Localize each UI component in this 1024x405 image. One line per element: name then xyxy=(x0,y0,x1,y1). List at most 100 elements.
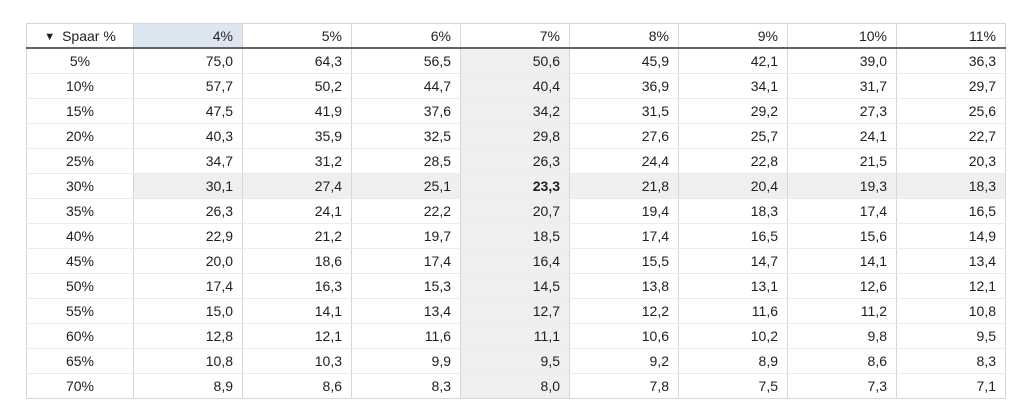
value-cell[interactable]: 14,5 xyxy=(460,273,570,299)
value-cell[interactable]: 10,2 xyxy=(678,323,788,349)
value-cell[interactable]: 42,1 xyxy=(678,48,788,74)
value-cell[interactable]: 36,3 xyxy=(896,48,1006,74)
value-cell[interactable]: 21,2 xyxy=(242,223,352,249)
value-cell[interactable]: 20,4 xyxy=(678,173,788,199)
value-cell[interactable]: 12,1 xyxy=(896,273,1006,299)
corner-header-cell[interactable]: ▼ Spaar % xyxy=(26,23,134,49)
value-cell[interactable]: 14,7 xyxy=(678,248,788,274)
value-cell[interactable]: 18,5 xyxy=(460,223,570,249)
row-header-45pct[interactable]: 45% xyxy=(26,248,134,274)
row-header-50pct[interactable]: 50% xyxy=(26,273,134,299)
column-header-7pct[interactable]: 7% xyxy=(460,23,570,49)
row-header-5pct[interactable]: 5% xyxy=(26,48,134,74)
row-header-40pct[interactable]: 40% xyxy=(26,223,134,249)
value-cell[interactable]: 32,5 xyxy=(351,123,461,149)
row-header-20pct[interactable]: 20% xyxy=(26,123,134,149)
value-cell[interactable]: 9,5 xyxy=(460,348,570,374)
value-cell[interactable]: 10,8 xyxy=(896,298,1006,324)
value-cell[interactable]: 50,6 xyxy=(460,48,570,74)
value-cell[interactable]: 8,9 xyxy=(133,373,243,399)
value-cell[interactable]: 24,1 xyxy=(787,123,897,149)
value-cell[interactable]: 12,1 xyxy=(242,323,352,349)
value-cell[interactable]: 41,9 xyxy=(242,98,352,124)
value-cell[interactable]: 7,1 xyxy=(896,373,1006,399)
value-cell[interactable]: 24,4 xyxy=(569,148,679,174)
value-cell[interactable]: 39,0 xyxy=(787,48,897,74)
row-header-70pct[interactable]: 70% xyxy=(26,373,134,399)
value-cell[interactable]: 26,3 xyxy=(460,148,570,174)
value-cell[interactable]: 10,3 xyxy=(242,348,352,374)
value-cell[interactable]: 20,3 xyxy=(896,148,1006,174)
value-cell[interactable]: 28,5 xyxy=(351,148,461,174)
value-cell[interactable]: 11,1 xyxy=(460,323,570,349)
column-header-8pct[interactable]: 8% xyxy=(569,23,679,49)
sort-triangle-icon[interactable]: ▼ xyxy=(44,30,56,43)
value-cell[interactable]: 23,3 xyxy=(460,173,570,199)
value-cell[interactable]: 20,0 xyxy=(133,248,243,274)
value-cell[interactable]: 12,7 xyxy=(460,298,570,324)
value-cell[interactable]: 7,5 xyxy=(678,373,788,399)
value-cell[interactable]: 17,4 xyxy=(351,248,461,274)
value-cell[interactable]: 16,4 xyxy=(460,248,570,274)
value-cell[interactable]: 8,0 xyxy=(460,373,570,399)
value-cell[interactable]: 34,7 xyxy=(133,148,243,174)
row-header-65pct[interactable]: 65% xyxy=(26,348,134,374)
value-cell[interactable]: 17,4 xyxy=(569,223,679,249)
row-header-55pct[interactable]: 55% xyxy=(26,298,134,324)
value-cell[interactable]: 9,2 xyxy=(569,348,679,374)
value-cell[interactable]: 24,1 xyxy=(242,198,352,224)
value-cell[interactable]: 50,2 xyxy=(242,73,352,99)
value-cell[interactable]: 20,7 xyxy=(460,198,570,224)
value-cell[interactable]: 18,6 xyxy=(242,248,352,274)
value-cell[interactable]: 15,6 xyxy=(787,223,897,249)
value-cell[interactable]: 17,4 xyxy=(787,198,897,224)
value-cell[interactable]: 34,1 xyxy=(678,73,788,99)
value-cell[interactable]: 56,5 xyxy=(351,48,461,74)
value-cell[interactable]: 11,6 xyxy=(678,298,788,324)
column-header-5pct[interactable]: 5% xyxy=(242,23,352,49)
value-cell[interactable]: 22,2 xyxy=(351,198,461,224)
value-cell[interactable]: 34,2 xyxy=(460,98,570,124)
value-cell[interactable]: 19,4 xyxy=(569,198,679,224)
value-cell[interactable]: 31,5 xyxy=(569,98,679,124)
value-cell[interactable]: 47,5 xyxy=(133,98,243,124)
value-cell[interactable]: 21,5 xyxy=(787,148,897,174)
value-cell[interactable]: 31,7 xyxy=(787,73,897,99)
value-cell[interactable]: 15,5 xyxy=(569,248,679,274)
value-cell[interactable]: 13,4 xyxy=(351,298,461,324)
value-cell[interactable]: 27,6 xyxy=(569,123,679,149)
value-cell[interactable]: 29,7 xyxy=(896,73,1006,99)
value-cell[interactable]: 12,6 xyxy=(787,273,897,299)
value-cell[interactable]: 11,6 xyxy=(351,323,461,349)
value-cell[interactable]: 16,3 xyxy=(242,273,352,299)
value-cell[interactable]: 15,0 xyxy=(133,298,243,324)
value-cell[interactable]: 13,4 xyxy=(896,248,1006,274)
value-cell[interactable]: 25,6 xyxy=(896,98,1006,124)
row-header-60pct[interactable]: 60% xyxy=(26,323,134,349)
value-cell[interactable]: 14,1 xyxy=(242,298,352,324)
value-cell[interactable]: 45,9 xyxy=(569,48,679,74)
value-cell[interactable]: 31,2 xyxy=(242,148,352,174)
row-header-30pct[interactable]: 30% xyxy=(26,173,134,199)
value-cell[interactable]: 57,7 xyxy=(133,73,243,99)
row-header-15pct[interactable]: 15% xyxy=(26,98,134,124)
value-cell[interactable]: 12,2 xyxy=(569,298,679,324)
value-cell[interactable]: 16,5 xyxy=(678,223,788,249)
value-cell[interactable]: 8,6 xyxy=(787,348,897,374)
row-header-10pct[interactable]: 10% xyxy=(26,73,134,99)
value-cell[interactable]: 25,7 xyxy=(678,123,788,149)
value-cell[interactable]: 29,2 xyxy=(678,98,788,124)
value-cell[interactable]: 8,3 xyxy=(351,373,461,399)
value-cell[interactable]: 7,8 xyxy=(569,373,679,399)
value-cell[interactable]: 14,1 xyxy=(787,248,897,274)
value-cell[interactable]: 19,7 xyxy=(351,223,461,249)
value-cell[interactable]: 30,1 xyxy=(133,173,243,199)
value-cell[interactable]: 11,2 xyxy=(787,298,897,324)
value-cell[interactable]: 9,8 xyxy=(787,323,897,349)
value-cell[interactable]: 40,3 xyxy=(133,123,243,149)
column-header-9pct[interactable]: 9% xyxy=(678,23,788,49)
value-cell[interactable]: 10,6 xyxy=(569,323,679,349)
value-cell[interactable]: 10,8 xyxy=(133,348,243,374)
row-header-35pct[interactable]: 35% xyxy=(26,198,134,224)
value-cell[interactable]: 17,4 xyxy=(133,273,243,299)
